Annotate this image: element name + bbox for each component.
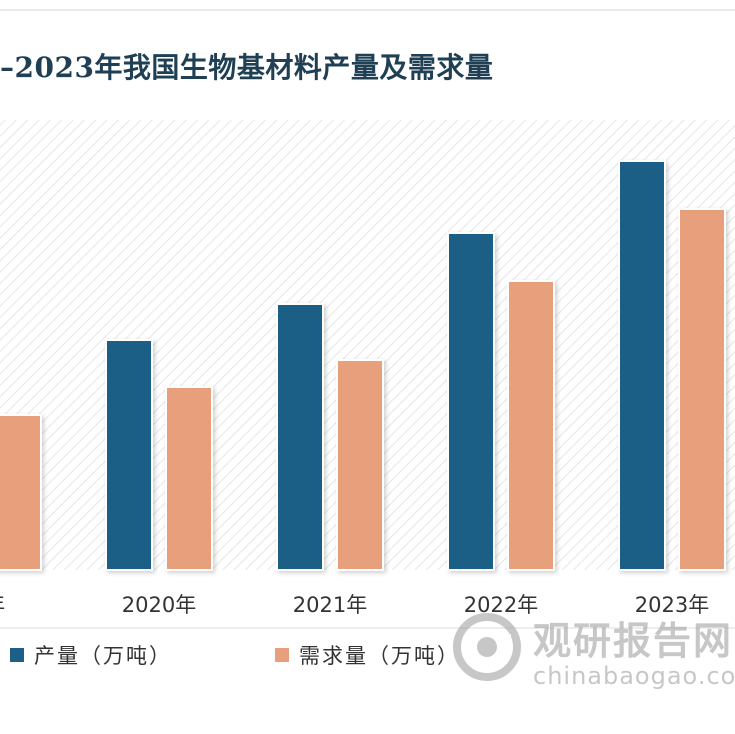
legend-item-demand: 需求量（万吨） (275, 640, 460, 670)
x-tick-label-3: 2022年 (464, 593, 538, 617)
watermark-cn: 观研报告网 (533, 619, 734, 663)
bar-demand-1 (165, 386, 213, 571)
bar-production-1 (105, 339, 153, 571)
x-tick-label-1: 2020年 (122, 593, 196, 617)
bar-demand-4 (678, 208, 726, 571)
bar-demand-3 (507, 280, 555, 571)
legend-swatch-production (10, 648, 24, 662)
legend-swatch-demand (275, 648, 289, 662)
x-tick-label-2: 2021年 (293, 593, 367, 617)
bar-production-2 (276, 303, 324, 571)
legend-label-production: 产量（万吨） (34, 644, 172, 668)
bar-demand-2 (336, 359, 384, 571)
bar-demand-0 (0, 414, 42, 571)
legend-label-demand: 需求量（万吨） (299, 644, 460, 668)
watermark-en: chinabaogao.co (533, 662, 735, 690)
legend: 产量（万吨） 需求量（万吨） (0, 640, 735, 680)
bar-production-3 (447, 232, 495, 571)
legend-item-production: 产量（万吨） (10, 640, 172, 670)
bar-production-4 (618, 160, 666, 571)
x-tick-label-0: 9年 (0, 593, 5, 617)
watermark: 观研报告网 chinabaogao.co (448, 600, 735, 700)
chart-title: –2023年我国生物基材料产量及需求量 (0, 51, 494, 84)
watermark-logo-icon (453, 613, 521, 681)
x-tick-label-4: 2023年 (635, 593, 709, 617)
